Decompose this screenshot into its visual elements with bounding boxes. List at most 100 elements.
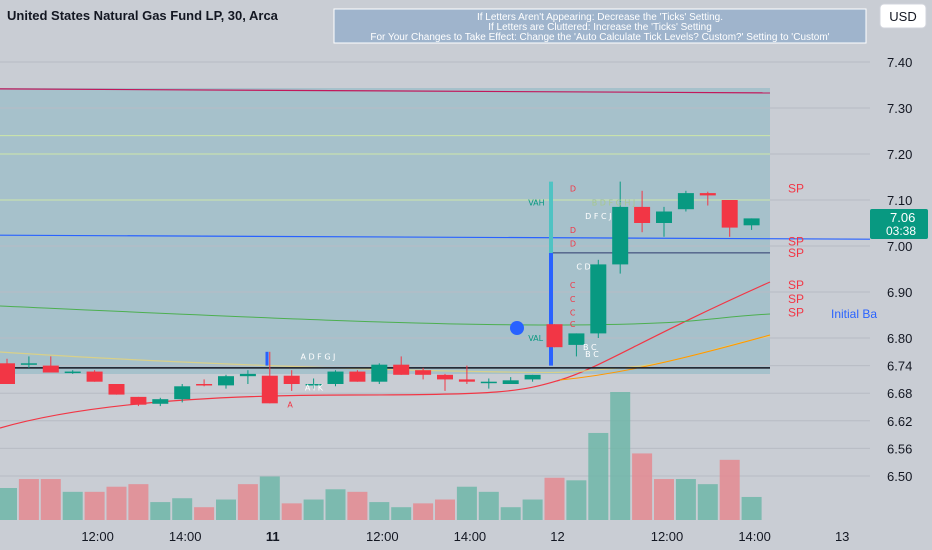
- time-tick-label: 12:00: [366, 529, 399, 544]
- currency-button[interactable]: USD: [879, 3, 927, 29]
- profile-letter: B C: [585, 350, 599, 359]
- ma-orange: [559, 334, 771, 381]
- val-marker-dot: [510, 321, 524, 335]
- price-axis[interactable]: [870, 0, 932, 520]
- candle-body: [480, 381, 497, 384]
- candle-body: [42, 365, 59, 373]
- volume-bar: [456, 486, 477, 520]
- chart-title: United States Natural Gas Fund LP, 30, A…: [7, 8, 279, 23]
- price-tick-label: 7.00: [887, 239, 912, 254]
- single-print-label: SP: [788, 234, 804, 248]
- price-tick-label: 7.40: [887, 55, 912, 70]
- candle-body: [612, 206, 629, 265]
- candle-body: [568, 333, 585, 345]
- single-print-label: SP: [788, 306, 804, 320]
- volume-bar: [62, 491, 83, 520]
- profile-letter: VAL: [528, 334, 543, 343]
- ma-red: [0, 281, 771, 429]
- volume-bar: [391, 507, 412, 520]
- volume-bar: [84, 491, 105, 520]
- volume-bar: [697, 484, 718, 520]
- price-tick-label: 6.74: [887, 359, 912, 374]
- profile-letter: C: [570, 281, 576, 290]
- volume-bar: [478, 491, 499, 520]
- volume-bar: [106, 486, 127, 520]
- price-tick-label: 7.10: [887, 193, 912, 208]
- volume-bars: [0, 392, 762, 520]
- volume-bar: [347, 491, 368, 520]
- profile-letter: D: [570, 185, 576, 194]
- candle-body: [437, 374, 453, 380]
- ma-green: [0, 305, 771, 326]
- time-tick-label: 12:00: [651, 529, 684, 544]
- candle-body: [327, 371, 344, 384]
- volume-bar: [18, 479, 39, 520]
- profile-letter: D F C J: [585, 212, 611, 221]
- volume-bar: [632, 453, 653, 520]
- single-print-label: SP: [788, 182, 804, 196]
- candle-body: [20, 363, 37, 365]
- price-tick-label: 6.90: [887, 285, 912, 300]
- candle-body: [349, 371, 366, 382]
- price-tick-label: 7.30: [887, 101, 912, 116]
- settings-notice: If Letters Aren't Appearing: Decrease th…: [333, 8, 867, 44]
- volume-bar: [172, 498, 193, 520]
- volume-bar: [588, 432, 609, 520]
- profile-letter: A: [287, 401, 293, 410]
- profile-letter: A I K: [305, 384, 324, 393]
- volume-bar: [216, 499, 236, 520]
- candle-body: [721, 200, 738, 228]
- candle-body: [283, 375, 300, 384]
- candle-body: [502, 380, 519, 384]
- time-axis[interactable]: [0, 520, 932, 550]
- current-price-label: 7.06 03:38: [870, 209, 928, 239]
- volume-bar: [566, 480, 587, 520]
- price-axis-ticks: 7.40 7.30 7.20 7.10 7.00 6.90 6.80 6.74 6.68 6.62…: [887, 55, 912, 484]
- single-print-label: SP: [788, 292, 804, 306]
- price-tick-label: 6.68: [887, 386, 912, 401]
- time-tick-label: 13: [835, 529, 849, 544]
- candle-body: [196, 384, 213, 386]
- volume-bar: [413, 503, 434, 520]
- volume-bar: [610, 392, 631, 520]
- profile-letter: C: [570, 320, 576, 329]
- profile-letter: D: [570, 240, 576, 249]
- moving-average-lines: [0, 281, 771, 429]
- notice-line-3: For Your Changes to Take Effect: Change …: [370, 32, 829, 43]
- volume-bar: [128, 484, 149, 520]
- volume-bar: [369, 502, 390, 520]
- candle-body: [86, 371, 103, 382]
- volume-bar: [544, 477, 565, 520]
- volume-bar: [675, 479, 696, 520]
- profile-letter: C D: [576, 263, 590, 272]
- candle-body: [218, 376, 234, 386]
- candle-body: [458, 379, 475, 382]
- profile-letter: C: [570, 295, 576, 304]
- volume-bar: [237, 484, 258, 520]
- volume-bar: [654, 479, 674, 520]
- price-tick-label: 6.80: [887, 331, 912, 346]
- volume-bar: [259, 476, 280, 520]
- time-tick-label: 12:00: [81, 529, 114, 544]
- profile-letter: B C: [583, 343, 597, 352]
- candle-body: [590, 264, 607, 334]
- current-price-value: 7.06: [890, 210, 915, 225]
- volume-bar: [281, 503, 302, 520]
- candles[interactable]: [0, 181, 760, 407]
- currency-button-label: USD: [889, 9, 916, 24]
- volume-bar: [0, 488, 17, 520]
- candle-body: [634, 206, 651, 223]
- candle-body: [743, 218, 760, 226]
- time-tick-label: 11: [266, 529, 280, 544]
- candle-body: [546, 324, 563, 348]
- time-tick-label: 14:00: [169, 529, 202, 544]
- notice-line-2: If Letters are Cluttered: Increase the '…: [488, 22, 712, 33]
- profile-letter: D: [570, 226, 576, 235]
- candle-body: [152, 399, 169, 404]
- bar-countdown: 03:38: [886, 224, 916, 238]
- candle-body: [371, 364, 388, 382]
- single-print-label: SP: [788, 278, 804, 292]
- volume-bar: [303, 499, 324, 520]
